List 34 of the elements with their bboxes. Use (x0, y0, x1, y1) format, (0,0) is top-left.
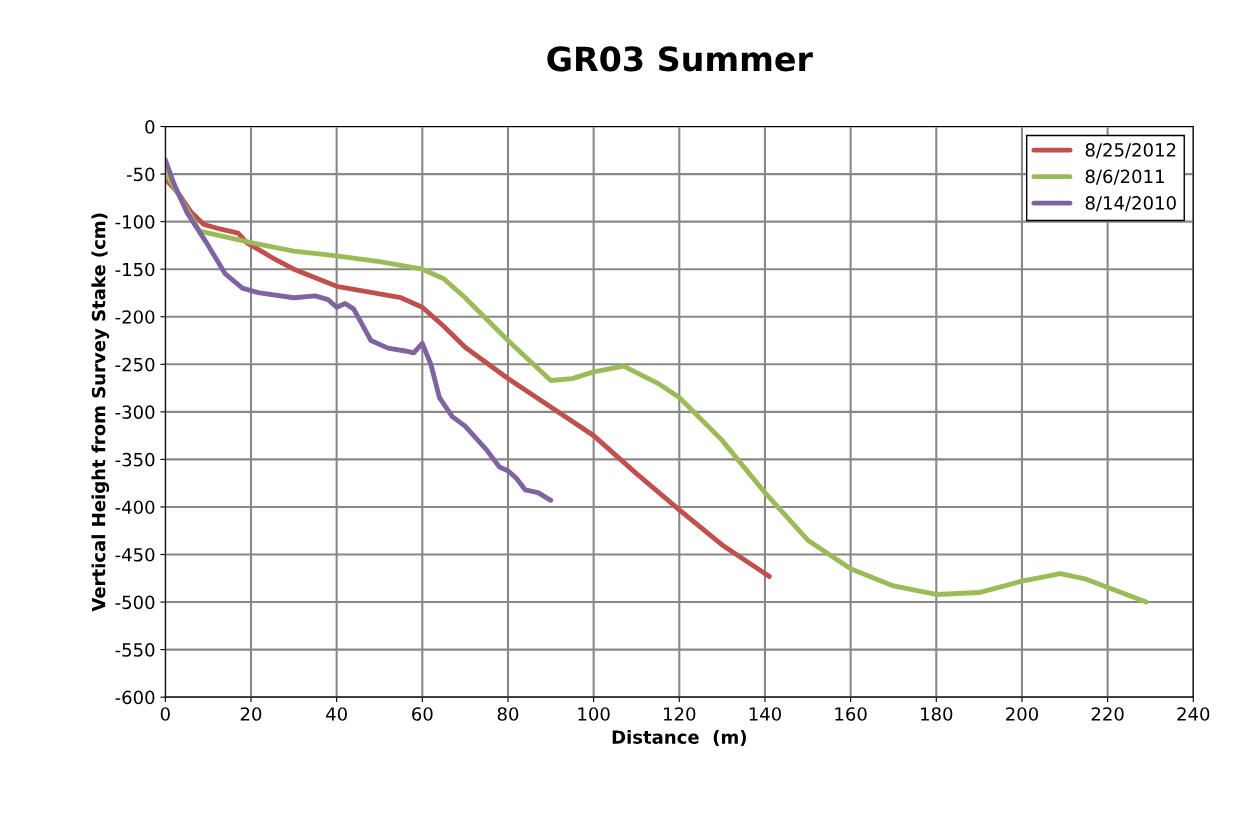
y-tick-label: -50 (126, 167, 155, 182)
y-tick-label: -300 (115, 405, 155, 419)
line-series (165, 157, 554, 503)
y-axis-title: Vertical Height from Survey Stake (cm) (91, 213, 110, 612)
x-tick-label: 60 (412, 707, 433, 721)
x-tick-label: 80 (497, 707, 519, 721)
legend-label: 8/14/2010 (1085, 196, 1176, 212)
y-tick-label: -450 (115, 547, 155, 562)
x-tick-label: 220 (1091, 707, 1124, 721)
y-tick-label: -400 (115, 500, 155, 515)
x-axis-title: Distance (m) (612, 729, 746, 747)
legend-label: 8/25/2012 (1085, 143, 1176, 159)
y-tick-label: -350 (115, 452, 155, 467)
legend-label: 8/6/2011 (1085, 169, 1164, 185)
x-tick-label: 120 (664, 707, 696, 721)
y-tick-label: -150 (115, 262, 155, 277)
y-tick-label: -500 (115, 595, 155, 610)
y-tick-label: 0 (145, 119, 155, 134)
y-tick-label: -200 (115, 310, 155, 324)
x-tick-label: 180 (921, 707, 953, 721)
x-tick-label: 140 (749, 707, 781, 721)
y-tick-label: -100 (115, 215, 155, 229)
x-tick-label: 40 (326, 707, 347, 721)
x-tick-label: 240 (1177, 707, 1210, 721)
chart-title: GR03 Summer (547, 46, 813, 72)
y-tick-label: -250 (115, 357, 155, 372)
y-tick-label: -550 (115, 643, 155, 657)
x-tick-label: 100 (578, 707, 610, 721)
x-tick-label: 0 (160, 707, 170, 721)
x-tick-label: 20 (240, 707, 262, 721)
x-tick-label: 160 (835, 707, 867, 721)
x-tick-label: 200 (1006, 707, 1038, 721)
y-tick-label: -600 (115, 690, 155, 705)
line-series (165, 176, 772, 579)
